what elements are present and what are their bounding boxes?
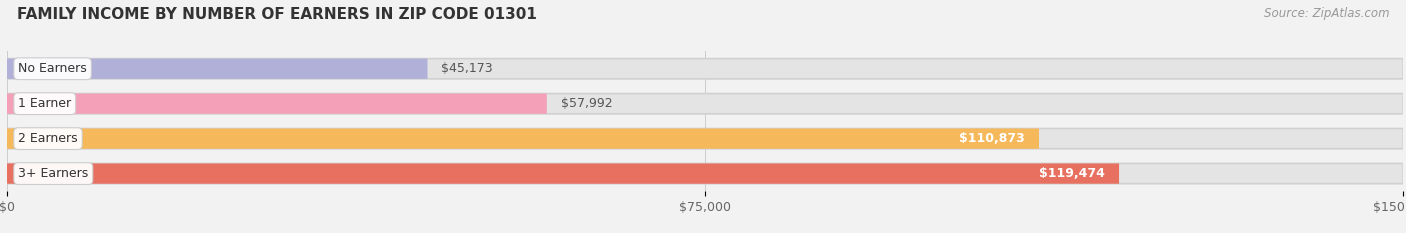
Text: FAMILY INCOME BY NUMBER OF EARNERS IN ZIP CODE 01301: FAMILY INCOME BY NUMBER OF EARNERS IN ZI…: [17, 7, 537, 22]
FancyBboxPatch shape: [7, 59, 427, 79]
FancyBboxPatch shape: [7, 164, 1119, 184]
FancyBboxPatch shape: [7, 93, 547, 114]
FancyBboxPatch shape: [7, 164, 1403, 184]
FancyBboxPatch shape: [7, 59, 1403, 79]
Text: 3+ Earners: 3+ Earners: [18, 167, 89, 180]
Text: No Earners: No Earners: [18, 62, 87, 75]
Text: $110,873: $110,873: [959, 132, 1025, 145]
FancyBboxPatch shape: [7, 93, 1403, 114]
Text: $119,474: $119,474: [1039, 167, 1105, 180]
Text: 2 Earners: 2 Earners: [18, 132, 77, 145]
Text: $45,173: $45,173: [441, 62, 494, 75]
Text: 1 Earner: 1 Earner: [18, 97, 72, 110]
FancyBboxPatch shape: [7, 129, 1039, 149]
Text: Source: ZipAtlas.com: Source: ZipAtlas.com: [1264, 7, 1389, 20]
FancyBboxPatch shape: [7, 129, 1403, 149]
Text: $57,992: $57,992: [561, 97, 613, 110]
